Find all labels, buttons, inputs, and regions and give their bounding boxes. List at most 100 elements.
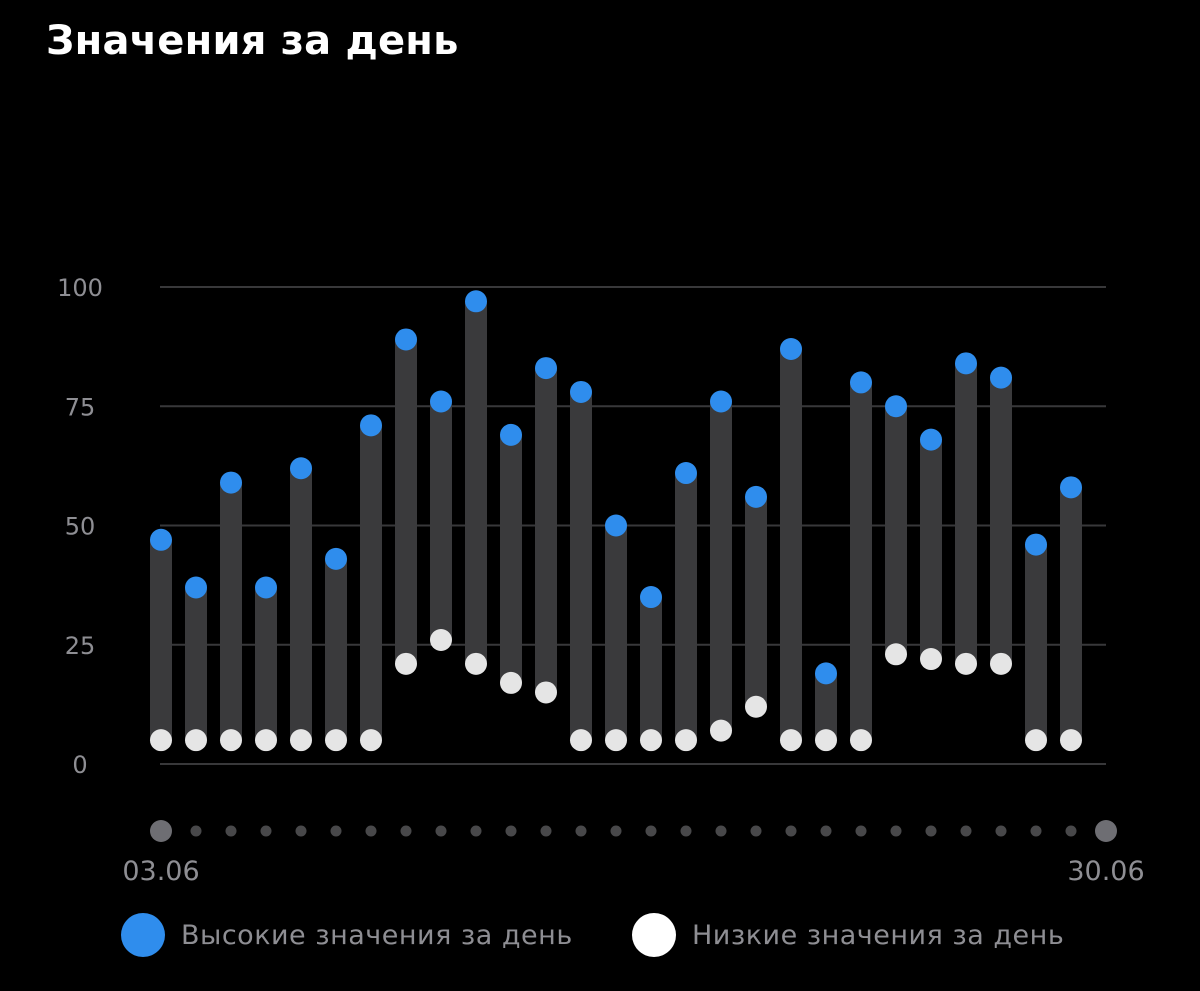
low-dot-icon xyxy=(632,913,676,957)
low-value-point xyxy=(640,729,662,752)
high-value-point xyxy=(430,390,452,413)
low-value-point xyxy=(465,652,487,675)
x-end-label: 30.06 xyxy=(1067,856,1144,887)
high-value-point xyxy=(465,290,487,313)
x-start-label: 03.06 xyxy=(122,856,199,887)
x-axis-day-dot xyxy=(190,825,202,837)
x-axis-day-dot xyxy=(260,825,272,837)
high-value-point xyxy=(185,576,207,599)
x-axis-day-dot xyxy=(925,825,937,837)
legend-low: Низкие значения за день xyxy=(632,910,1064,960)
high-value-point xyxy=(605,514,627,537)
page-title: Значения за день xyxy=(46,18,459,64)
range-bar xyxy=(430,401,452,640)
legend-high: Высокие значения за день xyxy=(121,910,573,960)
high-value-point xyxy=(570,380,592,403)
x-axis-day-dot xyxy=(575,825,587,837)
range-bar xyxy=(605,525,627,741)
range-bar xyxy=(745,496,767,707)
high-value-point xyxy=(710,390,732,413)
low-value-point xyxy=(745,695,767,718)
range-bar xyxy=(780,349,802,741)
high-value-point xyxy=(920,428,942,451)
low-value-point xyxy=(395,652,417,675)
high-value-point xyxy=(780,338,802,361)
range-bar xyxy=(920,439,942,660)
range-bar xyxy=(360,425,382,741)
x-axis-day-dot xyxy=(435,825,447,837)
x-axis-end-marker xyxy=(1095,820,1117,842)
range-bar xyxy=(710,401,732,731)
range-bar xyxy=(500,434,522,683)
y-tick-label: 75 xyxy=(65,393,96,421)
x-axis-day-dot xyxy=(855,825,867,837)
high-value-point xyxy=(885,395,907,418)
range-bar xyxy=(955,363,977,664)
x-axis-day-dot xyxy=(715,825,727,837)
high-value-point xyxy=(675,462,697,485)
x-axis-day-dot xyxy=(330,825,342,837)
high-value-point xyxy=(325,547,347,570)
range-bar xyxy=(640,597,662,741)
high-value-point xyxy=(395,328,417,351)
high-value-point xyxy=(640,586,662,609)
high-value-point xyxy=(150,528,172,551)
high-value-point xyxy=(220,471,242,494)
x-axis-day-dot xyxy=(645,825,657,837)
x-axis-day-dot xyxy=(470,825,482,837)
range-bar xyxy=(395,339,417,664)
range-bar xyxy=(290,468,312,741)
y-tick-label: 25 xyxy=(65,632,96,660)
high-value-point xyxy=(535,357,557,380)
low-value-point xyxy=(710,719,732,742)
x-axis-day-dot xyxy=(610,825,622,837)
gridlines xyxy=(160,286,1106,765)
low-value-point xyxy=(1060,729,1082,752)
low-value-point xyxy=(535,681,557,704)
low-value-point xyxy=(850,729,872,752)
x-axis-day-dot xyxy=(225,825,237,837)
x-axis-day-dot xyxy=(680,825,692,837)
high-value-point xyxy=(745,485,767,508)
x-axis-day-dot xyxy=(960,825,972,837)
x-axis xyxy=(150,820,1117,842)
low-value-point xyxy=(955,652,977,675)
x-axis-end-marker xyxy=(150,820,172,842)
low-value-point xyxy=(815,729,837,752)
range-bar xyxy=(185,587,207,741)
x-axis-day-dot xyxy=(995,825,1007,837)
range-bars xyxy=(150,290,1082,752)
x-axis-day-dot xyxy=(820,825,832,837)
high-value-point xyxy=(255,576,277,599)
x-axis-day-dot xyxy=(890,825,902,837)
range-chart: 0 25 50 75 100 03.06 30.06 xyxy=(57,274,1145,887)
low-value-point xyxy=(990,652,1012,675)
high-dot-icon xyxy=(121,913,165,957)
x-axis-day-dot xyxy=(1030,825,1042,837)
low-value-point xyxy=(780,729,802,752)
range-bar xyxy=(535,368,557,693)
low-value-point xyxy=(430,628,452,651)
range-bar xyxy=(675,473,697,741)
range-bar xyxy=(1060,487,1082,741)
range-bar xyxy=(325,558,347,741)
high-value-point xyxy=(360,414,382,437)
low-value-point xyxy=(1025,729,1047,752)
legend-low-label: Низкие значения за день xyxy=(692,919,1065,951)
y-tick-label: 50 xyxy=(65,513,96,541)
y-axis-ticks: 0 25 50 75 100 xyxy=(57,274,103,779)
high-value-point xyxy=(290,457,312,480)
low-value-point xyxy=(360,729,382,752)
high-value-point xyxy=(815,662,837,685)
range-bar xyxy=(150,539,172,741)
x-axis-day-dot xyxy=(785,825,797,837)
high-value-point xyxy=(1025,533,1047,556)
range-bar xyxy=(255,587,277,741)
range-bar xyxy=(850,382,872,741)
range-bar xyxy=(570,391,592,741)
range-bar xyxy=(885,406,907,655)
low-value-point xyxy=(920,648,942,671)
low-value-point xyxy=(885,643,907,666)
low-value-point xyxy=(675,729,697,752)
range-bar xyxy=(220,482,242,741)
